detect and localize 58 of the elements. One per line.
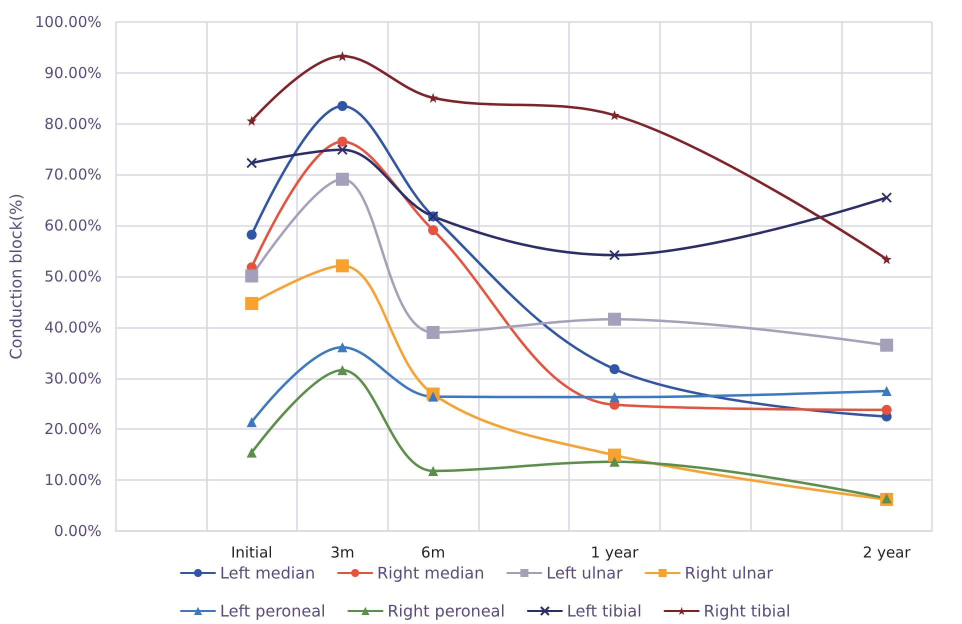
point (336, 172, 349, 186)
point (337, 365, 348, 376)
point (882, 404, 892, 415)
point (428, 92, 438, 103)
point (608, 312, 622, 326)
point (337, 100, 348, 111)
y-tick-label: 90.00% (44, 64, 102, 82)
point (428, 225, 438, 236)
point (245, 296, 258, 310)
y-axis-title: Conduction block(%) (6, 193, 26, 360)
point (881, 192, 892, 204)
x-tick-label: Initial (230, 544, 272, 562)
y-tick-label: 10.00% (44, 471, 102, 490)
point (337, 342, 348, 352)
point (246, 230, 257, 240)
point (337, 144, 348, 156)
point (610, 110, 620, 120)
point (428, 466, 438, 476)
y-tick-label: 80.00% (44, 114, 102, 133)
y-tick-label: 30.00% (44, 369, 102, 388)
point (610, 392, 620, 402)
point (336, 259, 349, 272)
x-tick-label: 3m (330, 544, 354, 562)
legend-label: Left median (220, 564, 316, 582)
x-tick-label: 2 year (862, 544, 912, 562)
legend-label: Left ulnar (546, 564, 624, 582)
legend-label: Right ulnar (684, 564, 774, 582)
point (610, 364, 620, 374)
y-tick-label: 100.00% (34, 13, 102, 31)
point (426, 326, 440, 339)
y-tick-label: 40.00% (44, 318, 102, 336)
legend-label: Right peroneal (387, 602, 505, 620)
point (337, 51, 348, 62)
y-tick-label: 70.00% (44, 166, 102, 184)
point (610, 456, 620, 467)
point (337, 136, 348, 147)
point (608, 448, 622, 462)
y-tick-label: 0.00% (54, 522, 102, 540)
x-tick-label: 6m (421, 544, 446, 562)
point (880, 338, 894, 352)
x-tick-label: 1 year (590, 544, 640, 562)
point (246, 116, 257, 126)
point (246, 158, 258, 168)
legend-label: Right tibial (704, 602, 790, 620)
point (246, 417, 257, 428)
y-tick-label: 60.00% (44, 216, 102, 235)
point (882, 386, 892, 396)
legend-label: Left peroneal (220, 602, 326, 620)
point (245, 269, 258, 282)
point (609, 250, 620, 261)
y-tick-label: 20.00% (44, 420, 102, 438)
legend-label: Right median (377, 564, 484, 582)
legend-label: Left tibial (566, 602, 642, 620)
y-tick-label: 50.00% (44, 268, 102, 286)
point (246, 448, 257, 458)
point (882, 254, 892, 264)
point (882, 493, 892, 504)
point (428, 392, 438, 402)
